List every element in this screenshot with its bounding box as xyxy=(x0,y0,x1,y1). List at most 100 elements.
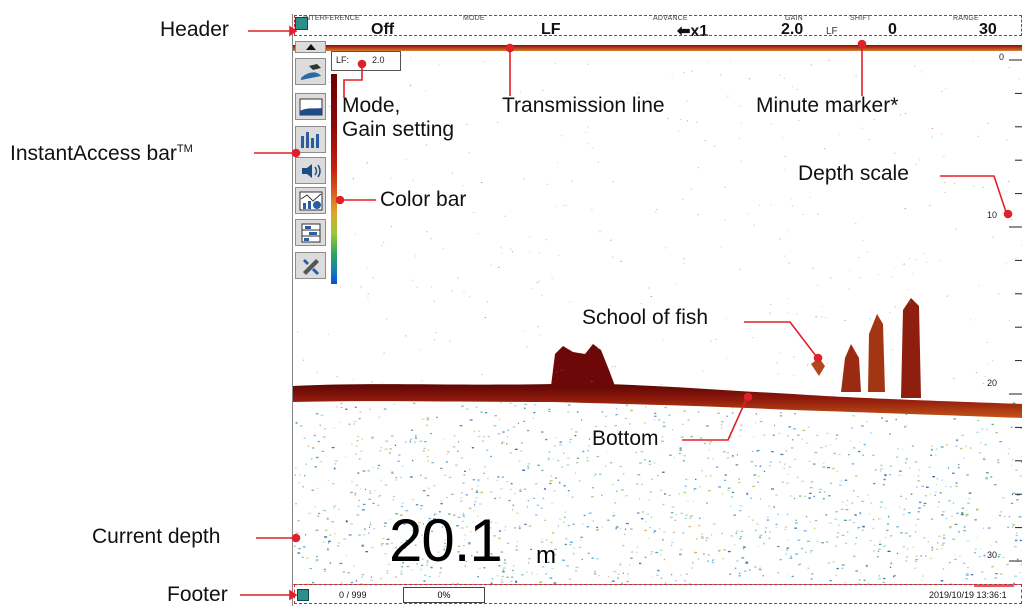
seabed-speck xyxy=(967,541,970,542)
seabed-speck xyxy=(780,415,782,416)
seabed-speck xyxy=(905,533,908,534)
seabed-speck xyxy=(890,535,893,536)
seabed-speck xyxy=(918,511,920,512)
noise-speck xyxy=(1009,67,1010,68)
seabed-speck xyxy=(650,491,652,492)
noise-speck xyxy=(827,363,828,364)
chart-button[interactable] xyxy=(295,187,326,214)
seabed-speck xyxy=(423,450,425,451)
instant-access-bar xyxy=(293,39,329,314)
seabed-speck xyxy=(362,574,365,575)
noise-speck xyxy=(672,77,673,78)
seabed-speck xyxy=(830,483,832,484)
seabed-speck xyxy=(946,518,947,519)
noise-speck xyxy=(329,82,330,83)
noise-speck xyxy=(537,326,538,327)
seabed-speck xyxy=(1011,503,1013,504)
seabed-speck xyxy=(930,455,932,456)
tools-button[interactable] xyxy=(295,252,326,279)
seabed-speck xyxy=(346,521,348,522)
seabed-speck xyxy=(557,460,559,461)
seabed-speck xyxy=(568,525,571,526)
seabed-speck xyxy=(1002,497,1005,498)
seabed-speck xyxy=(323,541,324,542)
seabed-speck xyxy=(801,481,804,482)
seabed-speck xyxy=(925,556,926,557)
seabed-speck xyxy=(543,498,545,499)
noise-speck xyxy=(561,370,562,371)
seabed-speck xyxy=(356,446,357,447)
noise-speck xyxy=(328,334,329,335)
seabed-speck xyxy=(444,439,445,440)
seabed-speck xyxy=(338,509,340,510)
seabed-speck xyxy=(786,450,788,451)
noise-speck xyxy=(501,247,502,248)
seabed-speck xyxy=(594,476,595,477)
noise-speck xyxy=(821,316,822,317)
bottom-echo-button[interactable] xyxy=(295,93,326,120)
seabed-speck xyxy=(797,435,800,436)
seabed-speck xyxy=(625,529,626,530)
scroll-up-button[interactable] xyxy=(295,41,326,53)
noise-speck xyxy=(929,205,930,206)
noise-speck xyxy=(687,120,688,121)
seabed-speck xyxy=(517,541,518,542)
seabed-speck xyxy=(520,450,523,451)
seabed-speck xyxy=(740,536,742,537)
noise-speck xyxy=(425,90,426,91)
noise-speck xyxy=(792,325,793,326)
noise-speck xyxy=(372,381,373,382)
seabed-speck xyxy=(672,429,673,430)
seabed-speck xyxy=(723,451,726,452)
layout-button[interactable] xyxy=(295,219,326,246)
seabed-speck xyxy=(1000,511,1002,512)
seabed-speck xyxy=(671,542,673,543)
seabed-speck xyxy=(941,446,944,447)
noise-speck xyxy=(867,251,868,252)
seabed-speck xyxy=(862,526,865,527)
seabed-speck xyxy=(654,419,656,420)
seabed-speck xyxy=(534,404,537,405)
seabed-speck xyxy=(358,506,360,507)
seabed-speck xyxy=(596,529,599,530)
seabed-speck xyxy=(805,552,806,553)
seabed-speck xyxy=(356,514,359,515)
bar-graph-button[interactable] xyxy=(295,126,326,153)
seabed-speck xyxy=(652,479,653,480)
seabed-speck xyxy=(325,530,327,531)
seabed-speck xyxy=(967,503,969,504)
seabed-speck xyxy=(505,526,507,527)
seabed-speck xyxy=(943,568,945,569)
seabed-speck xyxy=(357,436,360,437)
seabed-speck xyxy=(429,576,431,577)
seabed-speck xyxy=(721,533,723,534)
speaker-button[interactable] xyxy=(295,157,326,184)
noise-speck xyxy=(789,263,790,264)
seabed-speck xyxy=(334,428,336,429)
seabed-speck xyxy=(616,408,617,409)
noise-speck xyxy=(941,134,942,135)
seabed-speck xyxy=(302,486,303,487)
seabed-speck xyxy=(338,542,341,543)
noise-speck xyxy=(894,153,895,154)
seabed-speck xyxy=(917,480,920,481)
noise-speck xyxy=(830,278,831,279)
noise-speck xyxy=(678,131,679,132)
speaker-icon xyxy=(299,161,323,181)
seabed-speck xyxy=(744,571,746,572)
noise-speck xyxy=(449,340,450,341)
seabed-speck xyxy=(349,534,352,535)
seabed-speck xyxy=(431,462,434,463)
seabed-speck xyxy=(573,553,575,554)
seabed-speck xyxy=(516,513,518,514)
seabed-speck xyxy=(427,417,429,418)
fish-echo-button[interactable] xyxy=(295,58,326,85)
noise-speck xyxy=(406,159,407,160)
seabed-speck xyxy=(690,515,693,516)
seabed-speck xyxy=(941,548,942,549)
noise-speck xyxy=(993,237,994,238)
seabed-speck xyxy=(826,433,829,434)
callout-mode-line1: Mode, xyxy=(342,94,400,117)
noise-speck xyxy=(839,134,840,135)
seabed-speck xyxy=(999,441,1001,442)
